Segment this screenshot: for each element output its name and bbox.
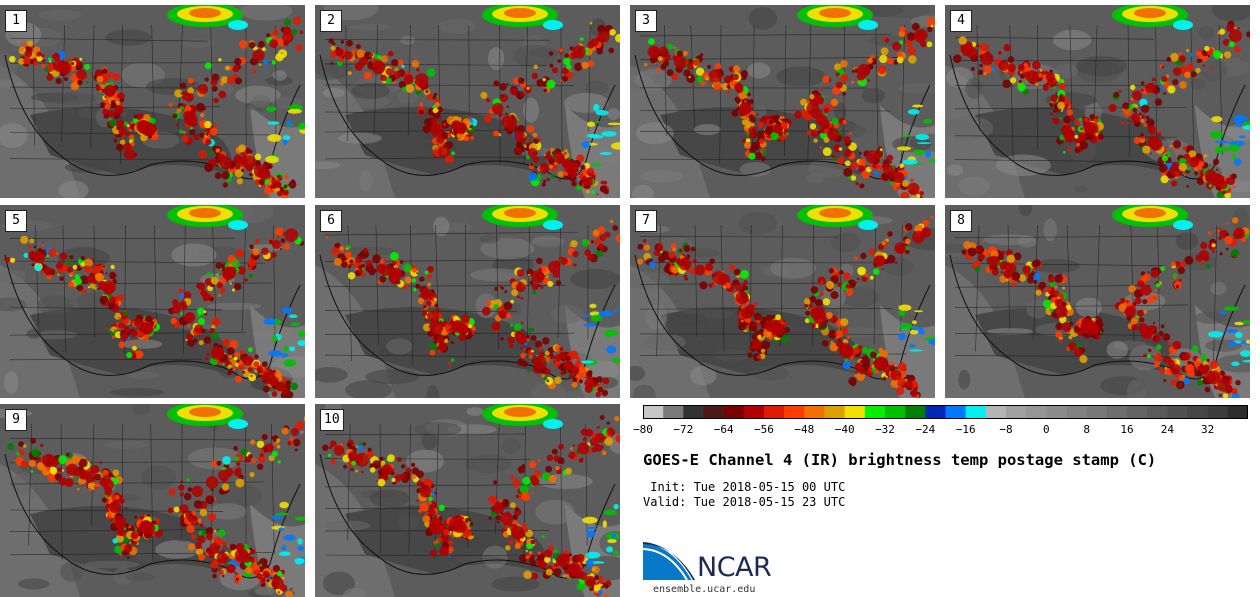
colorbar-swatch — [965, 405, 987, 419]
colorbar-tick-label: 32 — [1201, 423, 1215, 436]
colorbar-swatch — [1086, 405, 1108, 419]
colorbar-tick-label: −64 — [713, 423, 734, 436]
colorbar-tick-label: −32 — [875, 423, 895, 436]
stamp-panel-8: 8 — [945, 205, 1250, 398]
colorbar-tick-label: 24 — [1160, 423, 1174, 436]
colorbar-swatch — [824, 405, 845, 419]
panel-label: 10 — [320, 409, 344, 431]
init-time: Init: Tue 2018-05-15 00 UTC — [643, 480, 846, 494]
colorbar-tick-label: 16 — [1120, 423, 1134, 436]
stamp-panel-10: 10 — [315, 404, 620, 597]
site-url: ensemble.ucar.edu — [653, 584, 756, 595]
colorbar-swatch — [723, 405, 745, 419]
ncar-wordmark: NCAR — [697, 552, 772, 583]
panel-label: 1 — [5, 10, 27, 32]
satellite-map — [945, 5, 1250, 198]
colorbar-swatch — [1046, 405, 1067, 419]
colorbar-swatch — [905, 405, 926, 419]
satellite-map — [0, 5, 305, 198]
colorbar-swatch — [1106, 405, 1128, 419]
satellite-map — [315, 205, 620, 398]
satellite-map — [630, 205, 935, 398]
panel-label: 8 — [950, 210, 972, 232]
colorbar-tick-labels: −80 −72 −64 −56 −48 −40 −32 −24 −16 −8 0 8 16 24 32 — [0, 423, 1260, 439]
colorbar-tick-label: 0 — [1043, 423, 1050, 436]
stamp-panel-3: 3 — [630, 5, 935, 198]
colorbar-swatch — [844, 405, 866, 419]
colorbar-swatch — [1147, 405, 1168, 419]
plot-title: GOES-E Channel 4 (IR) brightness temp po… — [643, 451, 1157, 469]
panel-label: 5 — [5, 210, 27, 232]
colorbar-swatch — [743, 405, 765, 419]
colorbar-swatch — [1227, 405, 1248, 419]
stamp-panel-7: 7 — [630, 205, 935, 398]
panel-label: 6 — [320, 210, 342, 232]
panel-label: 4 — [950, 10, 972, 32]
colorbar-tick-label: −16 — [955, 423, 976, 436]
colorbar-swatch — [1066, 405, 1087, 419]
colorbar-swatch — [663, 405, 684, 419]
colorbar-tick-label: −72 — [673, 423, 694, 436]
satellite-map — [315, 5, 620, 198]
valid-time: Valid: Tue 2018-05-15 23 UTC — [643, 495, 846, 509]
stamp-panel-9: 9 — [0, 404, 305, 597]
stamp-panel-6: 6 — [315, 205, 620, 398]
colorbar-swatch — [1127, 405, 1148, 419]
colorbar-swatch — [1207, 405, 1229, 419]
colorbar-tick-label: −56 — [754, 423, 774, 436]
colorbar-frame — [643, 405, 1248, 419]
colorbar-swatch — [925, 405, 946, 419]
colorbar-tick-label: 8 — [1083, 423, 1090, 436]
colorbar-swatch — [1167, 405, 1188, 419]
ncar-logo-icon — [643, 540, 695, 581]
colorbar-swatch — [985, 405, 1007, 419]
colorbar-swatch — [643, 405, 664, 419]
colorbar-swatch — [1187, 405, 1208, 419]
satellite-map — [0, 205, 305, 398]
satellite-map — [0, 404, 305, 597]
panel-label: 3 — [635, 10, 657, 32]
colorbar-swatch — [703, 405, 724, 419]
colorbar — [643, 405, 1248, 419]
stamp-panel-4: 4 — [945, 5, 1250, 198]
colorbar-tick-label: −8 — [999, 423, 1013, 436]
colorbar-swatch — [1006, 405, 1027, 419]
stamp-panel-2: 2 — [315, 5, 620, 198]
colorbar-tick-label: −48 — [794, 423, 815, 436]
panel-label: 7 — [635, 210, 657, 232]
colorbar-swatch — [864, 405, 886, 419]
colorbar-swatch — [945, 405, 966, 419]
colorbar-tick-label: −40 — [834, 423, 855, 436]
colorbar-swatch — [764, 405, 785, 419]
stamp-panel-5: 5 — [0, 205, 305, 398]
panel-label: 9 — [5, 409, 27, 431]
colorbar-swatch — [804, 405, 825, 419]
colorbar-swatch — [1026, 405, 1047, 419]
satellite-map — [315, 404, 620, 597]
colorbar-swatch — [683, 405, 704, 419]
panel-label: 2 — [320, 10, 342, 32]
colorbar-tick-label: −24 — [915, 423, 936, 436]
satellite-map — [630, 5, 935, 198]
colorbar-swatch — [885, 405, 906, 419]
colorbar-tick-label: −80 — [633, 423, 653, 436]
satellite-map — [945, 205, 1250, 398]
stamp-panel-1: 1 — [0, 5, 305, 198]
colorbar-swatch — [784, 405, 805, 419]
